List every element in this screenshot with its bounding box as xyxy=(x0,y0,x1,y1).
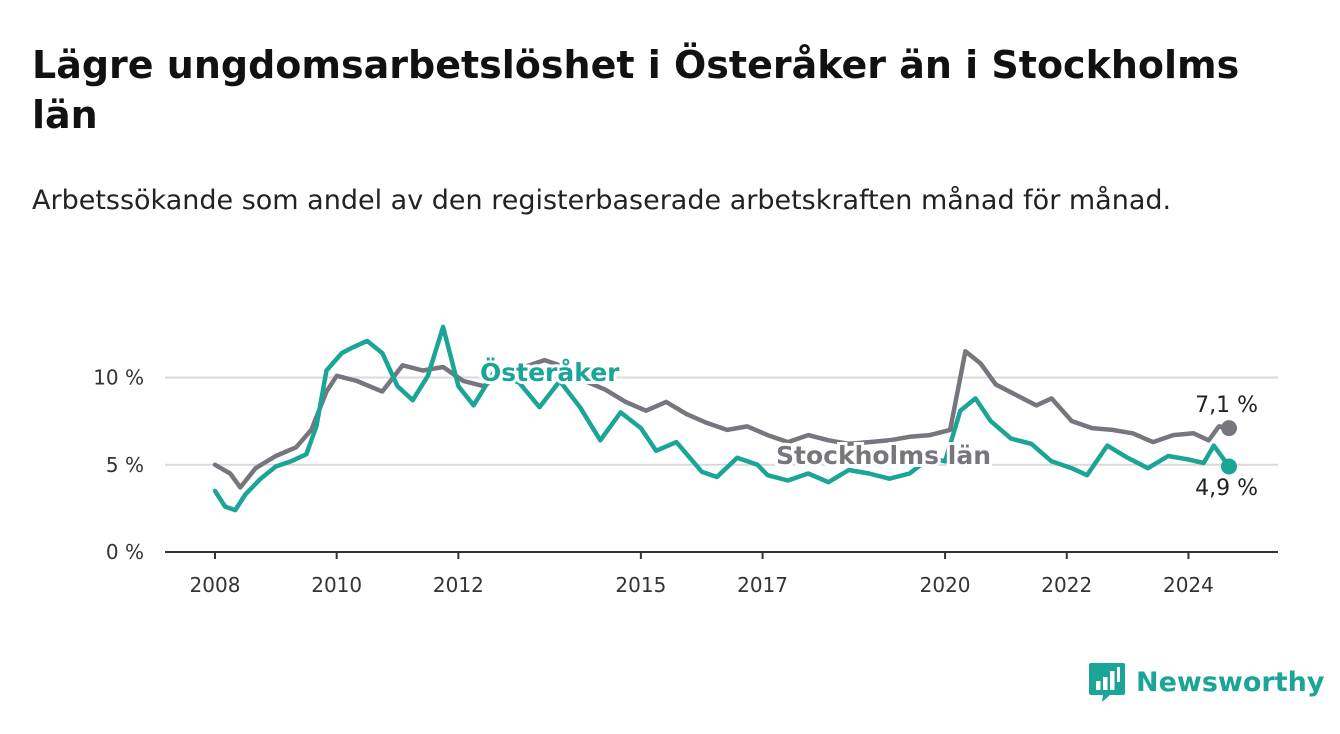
series-lines xyxy=(212,324,1237,513)
x-tick-label: 2020 xyxy=(920,573,971,597)
end-value-stockholms-lan: 7,1 % xyxy=(1195,393,1258,418)
series-label-osteraker: Österåker xyxy=(480,357,620,387)
y-axis-ticks: 0 % 5 % 10 % xyxy=(93,366,144,565)
series-labels: Österåker Stockholms län 7,1 % 4,9 % xyxy=(477,354,1261,504)
chart-subtitle: Arbetssökande som andel av den registerb… xyxy=(32,185,1172,216)
chart-title: Lägre ungdomsarbetslöshet i Österåker än… xyxy=(32,43,1240,137)
x-axis-ticks: 2008 2010 2012 2015 2017 2020 2022 2024 xyxy=(165,551,1278,597)
gridlines xyxy=(165,376,1278,466)
y-tick-label: 0 % xyxy=(106,540,144,564)
bar-chart-logo-icon xyxy=(1089,663,1125,702)
end-marker-osteraker xyxy=(1221,458,1237,475)
brand-name: Newsworthy xyxy=(1136,666,1325,698)
x-tick-label: 2008 xyxy=(190,573,241,597)
x-tick-label: 2022 xyxy=(1041,573,1092,597)
series-line-osteraker xyxy=(212,324,1232,513)
x-tick-label: 2017 xyxy=(737,573,788,597)
series-line-stockholms-lan xyxy=(212,349,1232,490)
x-tick-label: 2010 xyxy=(311,573,362,597)
series-label-stockholms-lan: Stockholms län xyxy=(776,441,991,470)
x-tick-label: 2015 xyxy=(615,573,666,597)
x-tick-label: 2024 xyxy=(1163,573,1214,597)
y-tick-label: 5 % xyxy=(106,453,144,477)
end-marker-stockholms-lan xyxy=(1221,420,1237,437)
end-value-osteraker: 4,9 % xyxy=(1195,476,1258,501)
newsworthy-logo[interactable]: Newsworthy xyxy=(1088,660,1324,704)
y-tick-label: 10 % xyxy=(93,366,144,390)
x-tick-label: 2012 xyxy=(433,573,484,597)
